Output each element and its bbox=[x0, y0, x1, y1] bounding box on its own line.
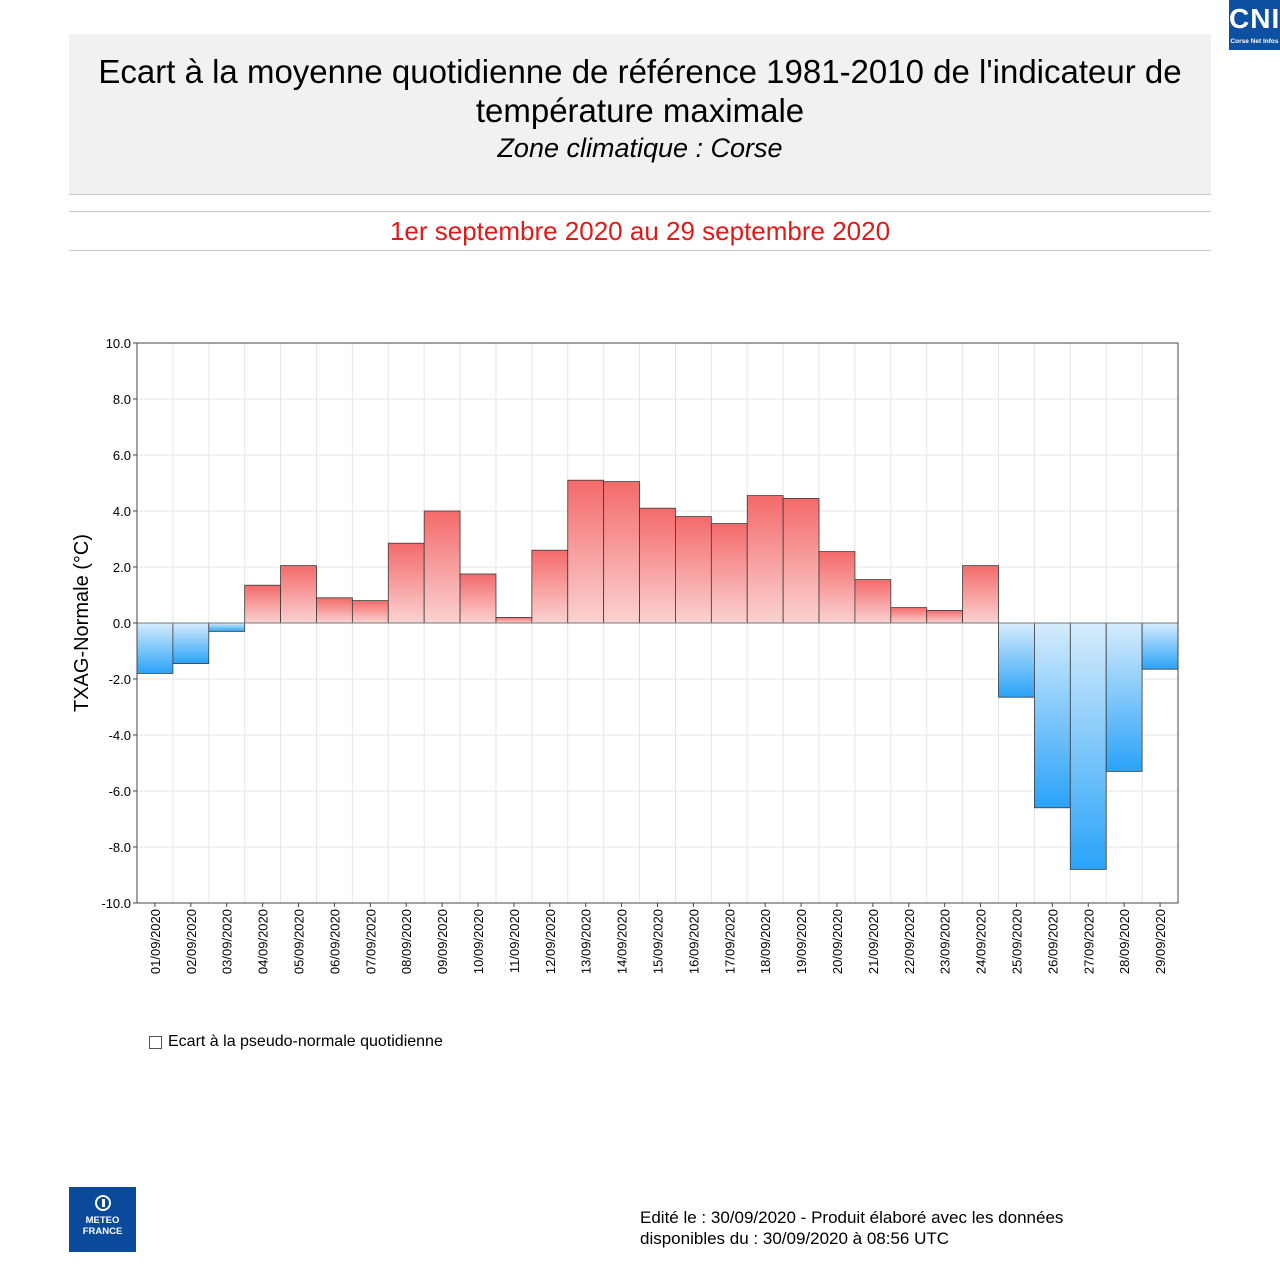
meteo-logo-text-2: FRANCE bbox=[82, 1226, 123, 1237]
y-axis-label: TXAG-Normale (°C) bbox=[71, 534, 93, 712]
y-tick-label: 4.0 bbox=[113, 504, 131, 519]
x-tick-label: 22/09/2020 bbox=[902, 909, 917, 974]
bar-22/09/2020 bbox=[890, 607, 928, 624]
cni-logo: CNI Corse Net Infos bbox=[1229, 0, 1280, 50]
y-tick-label: 0.0 bbox=[113, 616, 131, 631]
x-tick-label: 02/09/2020 bbox=[184, 909, 199, 974]
x-tick-label: 16/09/2020 bbox=[686, 909, 701, 974]
x-tick-label: 15/09/2020 bbox=[651, 909, 666, 974]
period-label: 1er septembre 2020 au 29 septembre 2020 bbox=[69, 211, 1211, 251]
bar-18/09/2020 bbox=[746, 495, 784, 624]
x-tick-label: 21/09/2020 bbox=[866, 909, 881, 974]
x-tick-label: 14/09/2020 bbox=[615, 909, 630, 974]
chart-title: Ecart à la moyenne quotidienne de référe… bbox=[98, 53, 1182, 129]
x-tick-label: 03/09/2020 bbox=[220, 909, 235, 974]
bar-04/09/2020 bbox=[244, 584, 281, 624]
bar-09/09/2020 bbox=[423, 510, 461, 624]
x-tick-label: 11/09/2020 bbox=[507, 909, 522, 973]
bar-03/09/2020 bbox=[208, 622, 246, 632]
x-tick-label: 29/09/2020 bbox=[1153, 909, 1168, 974]
legend: Ecart à la pseudo-normale quotidienne bbox=[149, 1033, 443, 1051]
bar-14/09/2020 bbox=[603, 481, 640, 624]
y-tick-label: -10.0 bbox=[101, 896, 131, 911]
x-tick-label: 01/09/2020 bbox=[148, 909, 163, 974]
x-tick-label: 05/09/2020 bbox=[292, 909, 307, 974]
bar-28/09/2020 bbox=[1105, 622, 1143, 772]
y-tick-label: -6.0 bbox=[109, 784, 131, 799]
bar-29/09/2020 bbox=[1141, 622, 1179, 670]
x-tick-label: 13/09/2020 bbox=[579, 909, 594, 974]
x-tick-label: 18/09/2020 bbox=[758, 909, 773, 974]
x-tick-label: 27/09/2020 bbox=[1081, 909, 1096, 974]
bar-11/09/2020 bbox=[495, 617, 533, 624]
meteo-france-logo: METEO FRANCE bbox=[69, 1187, 136, 1252]
x-tick-label: 28/09/2020 bbox=[1117, 909, 1132, 974]
meteo-logo-text-1: METEO bbox=[85, 1215, 120, 1226]
cni-logo-subtext: Corse Net Infos bbox=[1230, 38, 1279, 45]
legend-swatch bbox=[149, 1035, 162, 1049]
x-tick-label: 07/09/2020 bbox=[363, 909, 378, 974]
x-tick-label: 24/09/2020 bbox=[974, 909, 989, 974]
bar-20/09/2020 bbox=[818, 551, 856, 624]
bar-24/09/2020 bbox=[962, 565, 999, 624]
x-tick-label: 10/09/2020 bbox=[471, 909, 486, 974]
y-tick-label: 6.0 bbox=[113, 448, 131, 463]
y-tick-label: 10.0 bbox=[106, 336, 131, 351]
x-tick-label: 20/09/2020 bbox=[830, 909, 845, 974]
bar-06/09/2020 bbox=[316, 597, 353, 624]
bar-26/09/2020 bbox=[1034, 622, 1071, 809]
cni-logo-text: CNI bbox=[1229, 3, 1280, 34]
bar-07/09/2020 bbox=[351, 600, 389, 624]
x-tick-label: 17/09/2020 bbox=[722, 909, 737, 974]
legend-label: Ecart à la pseudo-normale quotidienne bbox=[168, 1033, 443, 1050]
bar-17/09/2020 bbox=[710, 523, 748, 624]
x-tick-label: 09/09/2020 bbox=[435, 909, 450, 974]
bar-12/09/2020 bbox=[531, 549, 569, 624]
footer-note: Edité le : 30/09/2020 - Produit élaboré … bbox=[640, 1207, 1200, 1249]
y-tick-label: -4.0 bbox=[109, 728, 131, 743]
bar-08/09/2020 bbox=[387, 542, 425, 624]
bar-21/09/2020 bbox=[854, 579, 892, 624]
bar-02/09/2020 bbox=[172, 622, 210, 664]
x-tick-label: 04/09/2020 bbox=[256, 909, 271, 974]
y-tick-label: -2.0 bbox=[109, 672, 131, 687]
bar-01/09/2020 bbox=[136, 622, 174, 674]
bar-25/09/2020 bbox=[998, 622, 1035, 698]
x-tick-label: 23/09/2020 bbox=[938, 909, 953, 974]
y-tick-label: 2.0 bbox=[113, 560, 131, 575]
title-panel: Ecart à la moyenne quotidienne de référe… bbox=[69, 34, 1211, 195]
y-tick-label: -8.0 bbox=[109, 840, 131, 855]
footer-line-2: disponibles du : 30/09/2020 à 08:56 UTC bbox=[640, 1229, 950, 1248]
zone-subtitle: Zone climatique : Corse bbox=[497, 133, 783, 163]
bar-13/09/2020 bbox=[567, 479, 605, 624]
x-tick-label: 25/09/2020 bbox=[1009, 909, 1024, 974]
meteo-france-mark-icon bbox=[94, 1195, 111, 1211]
bar-05/09/2020 bbox=[280, 565, 317, 624]
bar-16/09/2020 bbox=[675, 516, 712, 624]
y-tick-label: 8.0 bbox=[113, 392, 131, 407]
x-tick-label: 19/09/2020 bbox=[794, 909, 809, 974]
footer-line-1: Edité le : 30/09/2020 - Produit élaboré … bbox=[640, 1208, 1064, 1227]
bar-27/09/2020 bbox=[1069, 622, 1107, 870]
bar-15/09/2020 bbox=[639, 507, 676, 624]
bar-23/09/2020 bbox=[926, 610, 964, 624]
bar-19/09/2020 bbox=[782, 497, 820, 624]
x-tick-label: 26/09/2020 bbox=[1045, 909, 1060, 974]
x-tick-label: 06/09/2020 bbox=[327, 909, 342, 974]
bar-10/09/2020 bbox=[459, 573, 497, 624]
x-tick-label: 12/09/2020 bbox=[543, 909, 558, 974]
x-tick-label: 08/09/2020 bbox=[399, 909, 414, 974]
